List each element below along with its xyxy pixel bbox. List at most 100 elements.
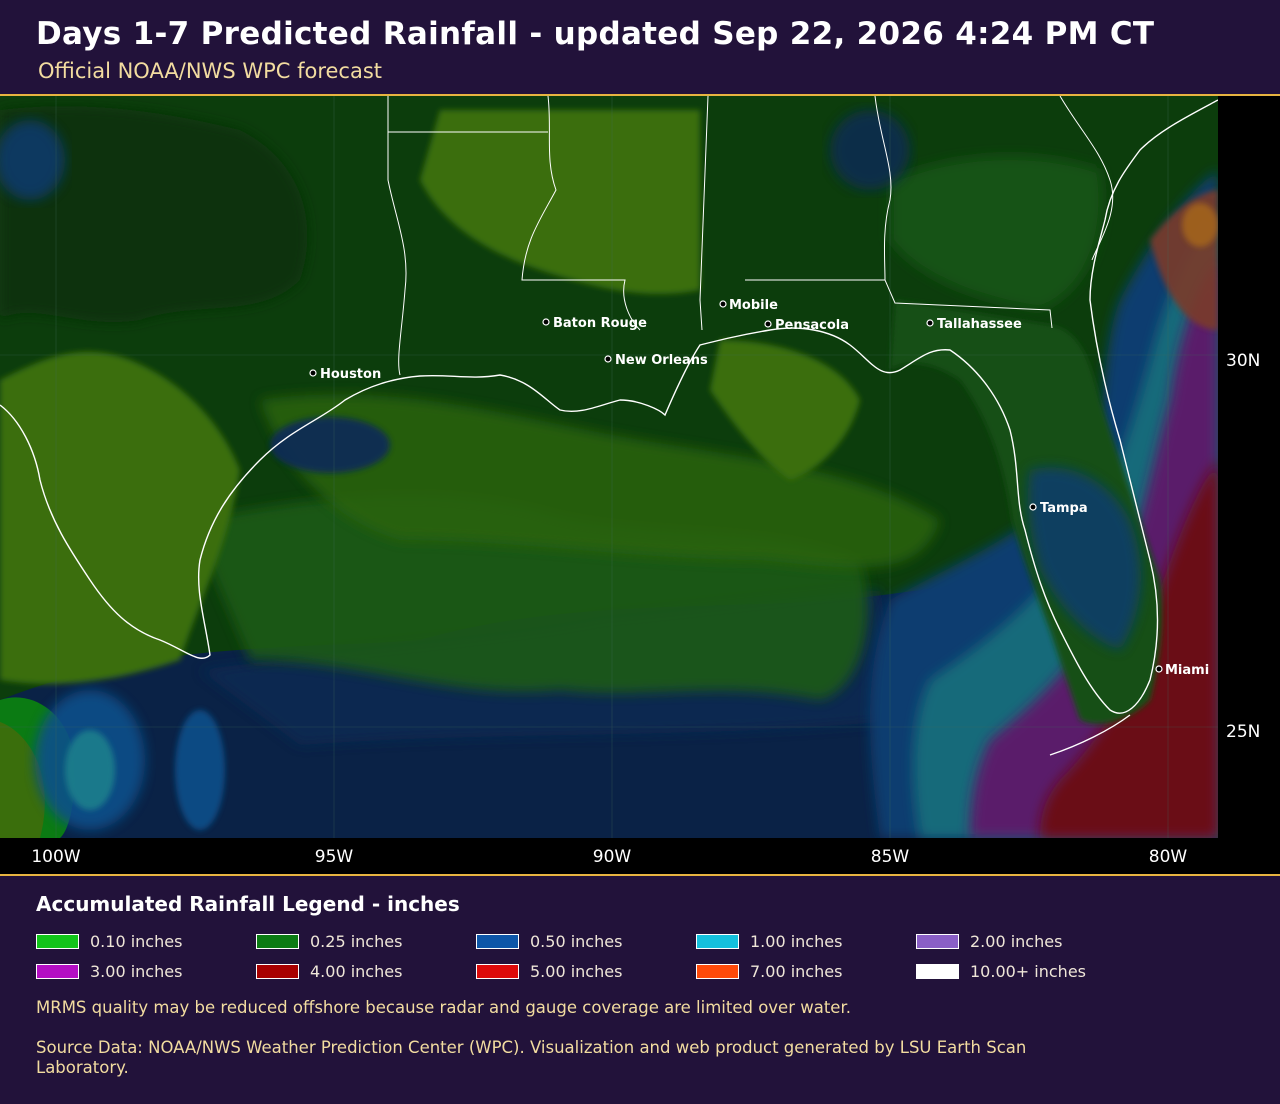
legend-label: 7.00 inches xyxy=(750,961,843,981)
alabama-rain-blob xyxy=(830,110,910,190)
georgia-sc-coast xyxy=(1059,96,1114,261)
city-baton-rouge[interactable]: Baton Rouge xyxy=(542,316,647,331)
legend-label: 0.10 inches xyxy=(90,931,183,951)
legend-label: 0.50 inches xyxy=(530,931,623,951)
city-dot xyxy=(542,318,550,326)
atlantic-peak xyxy=(1182,203,1218,247)
rainfall-field xyxy=(0,96,1218,838)
mrms-quality-note: MRMS quality may be reduced offshore bec… xyxy=(36,998,851,1017)
city-markers: Houston Baton Rouge New Orleans Mobile P… xyxy=(309,298,1209,678)
page-subtitle: Official NOAA/NWS WPC forecast xyxy=(38,59,383,83)
legend-label: 3.00 inches xyxy=(90,961,183,981)
legend-label: 1.00 inches xyxy=(750,931,843,951)
rainfall-map-canvas: Houston Baton Rouge New Orleans Mobile P… xyxy=(0,96,1280,874)
nw-rain-blob xyxy=(0,120,65,200)
legend-swatch xyxy=(916,963,959,979)
legend-item-5-00: 5.00 inches xyxy=(476,961,622,981)
city-dot xyxy=(926,319,934,327)
lon-label-85w: 85W xyxy=(871,847,910,867)
legend-item-0-25: 0.25 inches xyxy=(256,931,402,951)
legend-swatch xyxy=(916,933,959,949)
city-label-tallahassee: Tallahassee xyxy=(937,317,1022,332)
page-title: Days 1-7 Predicted Rainfall - updated Se… xyxy=(36,16,1155,52)
city-tampa[interactable]: Tampa xyxy=(1029,501,1088,516)
alabama-georgia-border xyxy=(874,96,892,281)
city-dot xyxy=(719,300,727,308)
city-dot xyxy=(604,355,612,363)
longitude-axis: 100W 95W 90W 85W 80W xyxy=(31,847,1187,867)
gulf-atlantic-coastline xyxy=(0,99,1218,714)
north-texas-dark xyxy=(0,106,308,323)
city-label-pensacola: Pensacola xyxy=(775,318,849,333)
legend-label: 0.25 inches xyxy=(310,931,403,951)
legend-item-3-00: 3.00 inches xyxy=(36,961,182,981)
lon-label-90w: 90W xyxy=(593,847,632,867)
louisiana-mississippi-border xyxy=(521,96,641,331)
legend-swatch xyxy=(36,963,79,979)
sw-gulf-blue-2 xyxy=(175,710,225,830)
city-dot xyxy=(1029,503,1037,511)
texas-louisiana-border xyxy=(387,96,407,376)
city-houston[interactable]: Houston xyxy=(309,367,381,382)
legend-label: 10.00+ inches xyxy=(970,961,1086,981)
legend-title: Accumulated Rainfall Legend - inches xyxy=(36,892,460,916)
city-new-orleans[interactable]: New Orleans xyxy=(604,353,708,368)
lon-label-100w: 100W xyxy=(31,847,80,867)
city-pensacola[interactable]: Pensacola xyxy=(764,318,849,333)
lat-label-25n: 25N xyxy=(1226,722,1260,742)
legend-item-1-00: 1.00 inches xyxy=(696,931,842,951)
legend-swatch xyxy=(476,933,519,949)
city-label-new-orleans: New Orleans xyxy=(615,353,708,368)
houston-rain-blob xyxy=(270,417,390,473)
georgia-green xyxy=(890,156,1103,310)
city-miami[interactable]: Miami xyxy=(1155,663,1209,678)
legend-swatch xyxy=(696,933,739,949)
city-dot xyxy=(309,369,317,377)
gulf-olive-patch xyxy=(710,340,860,480)
city-mobile[interactable]: Mobile xyxy=(719,298,778,313)
city-label-baton-rouge: Baton Rouge xyxy=(553,316,647,331)
legend-item-7-00: 7.00 inches xyxy=(696,961,842,981)
city-label-miami: Miami xyxy=(1165,663,1209,678)
graticule xyxy=(0,96,1218,838)
lon-label-95w: 95W xyxy=(315,847,354,867)
legend-label: 5.00 inches xyxy=(530,961,623,981)
city-dot xyxy=(764,320,772,328)
coastline xyxy=(0,99,1218,756)
mississippi-alabama-border xyxy=(699,96,709,331)
source-credit: Source Data: NOAA/NWS Weather Prediction… xyxy=(36,1038,1027,1077)
lat-label-30n: 30N xyxy=(1226,351,1260,371)
mexico-olive xyxy=(0,720,55,838)
legend-label: 4.00 inches xyxy=(310,961,403,981)
legend-swatch xyxy=(476,963,519,979)
legend-divider xyxy=(0,874,1280,876)
legend-label: 2.00 inches xyxy=(970,931,1063,951)
legend-item-0-10: 0.10 inches xyxy=(36,931,182,951)
city-label-tampa: Tampa xyxy=(1040,501,1088,516)
legend-swatch xyxy=(256,963,299,979)
east-gulf-red xyxy=(1040,460,1218,838)
legend-item-10-00-plus: 10.00+ inches xyxy=(916,961,1086,981)
rainfall-map[interactable]: Houston Baton Rouge New Orleans Mobile P… xyxy=(0,96,1280,874)
central-florida-rain xyxy=(1028,467,1141,650)
alabama-florida-border xyxy=(745,279,1053,329)
city-dot xyxy=(1155,665,1163,673)
legend-item-0-50: 0.50 inches xyxy=(476,931,622,951)
mississippi-olive xyxy=(420,110,700,294)
city-label-mobile: Mobile xyxy=(729,298,778,313)
legend-swatch xyxy=(36,933,79,949)
central-green xyxy=(260,394,940,568)
boundaries xyxy=(387,96,1114,376)
header-divider xyxy=(0,94,1280,96)
lon-label-80w: 80W xyxy=(1149,847,1188,867)
city-tallahassee[interactable]: Tallahassee xyxy=(926,317,1022,332)
legend-swatch xyxy=(256,933,299,949)
florida-keys xyxy=(1049,714,1131,756)
header: Days 1-7 Predicted Rainfall - updated Se… xyxy=(0,0,1280,94)
city-label-houston: Houston xyxy=(320,367,381,382)
legend-swatch xyxy=(696,963,739,979)
legend-item-2-00: 2.00 inches xyxy=(916,931,1062,951)
latitude-axis: 30N 25N xyxy=(1226,351,1260,742)
sw-gulf-teal xyxy=(65,730,115,810)
texas-west-olive xyxy=(0,351,240,684)
